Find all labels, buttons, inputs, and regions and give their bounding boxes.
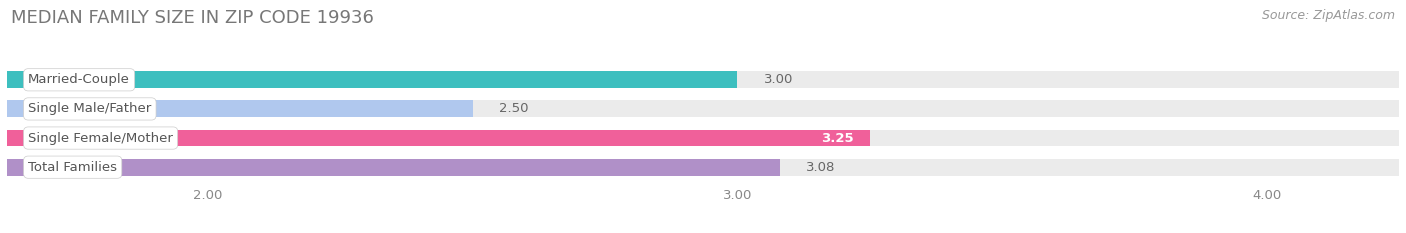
Bar [7,71,737,88]
Text: 3.25: 3.25 [821,132,853,144]
Bar [7,130,1399,147]
Text: 2.50: 2.50 [499,103,529,115]
Text: Single Female/Mother: Single Female/Mother [28,132,173,144]
Text: 3.08: 3.08 [806,161,835,174]
Bar [7,159,1399,176]
Text: Single Male/Father: Single Male/Father [28,103,152,115]
Text: Married-Couple: Married-Couple [28,73,131,86]
Bar [7,71,1399,88]
Text: MEDIAN FAMILY SIZE IN ZIP CODE 19936: MEDIAN FAMILY SIZE IN ZIP CODE 19936 [11,9,374,27]
Bar [7,100,1399,117]
Bar [7,100,472,117]
Text: Total Families: Total Families [28,161,117,174]
Text: 3.00: 3.00 [763,73,793,86]
Bar [7,130,870,147]
Text: Source: ZipAtlas.com: Source: ZipAtlas.com [1261,9,1395,22]
Bar [7,159,780,176]
